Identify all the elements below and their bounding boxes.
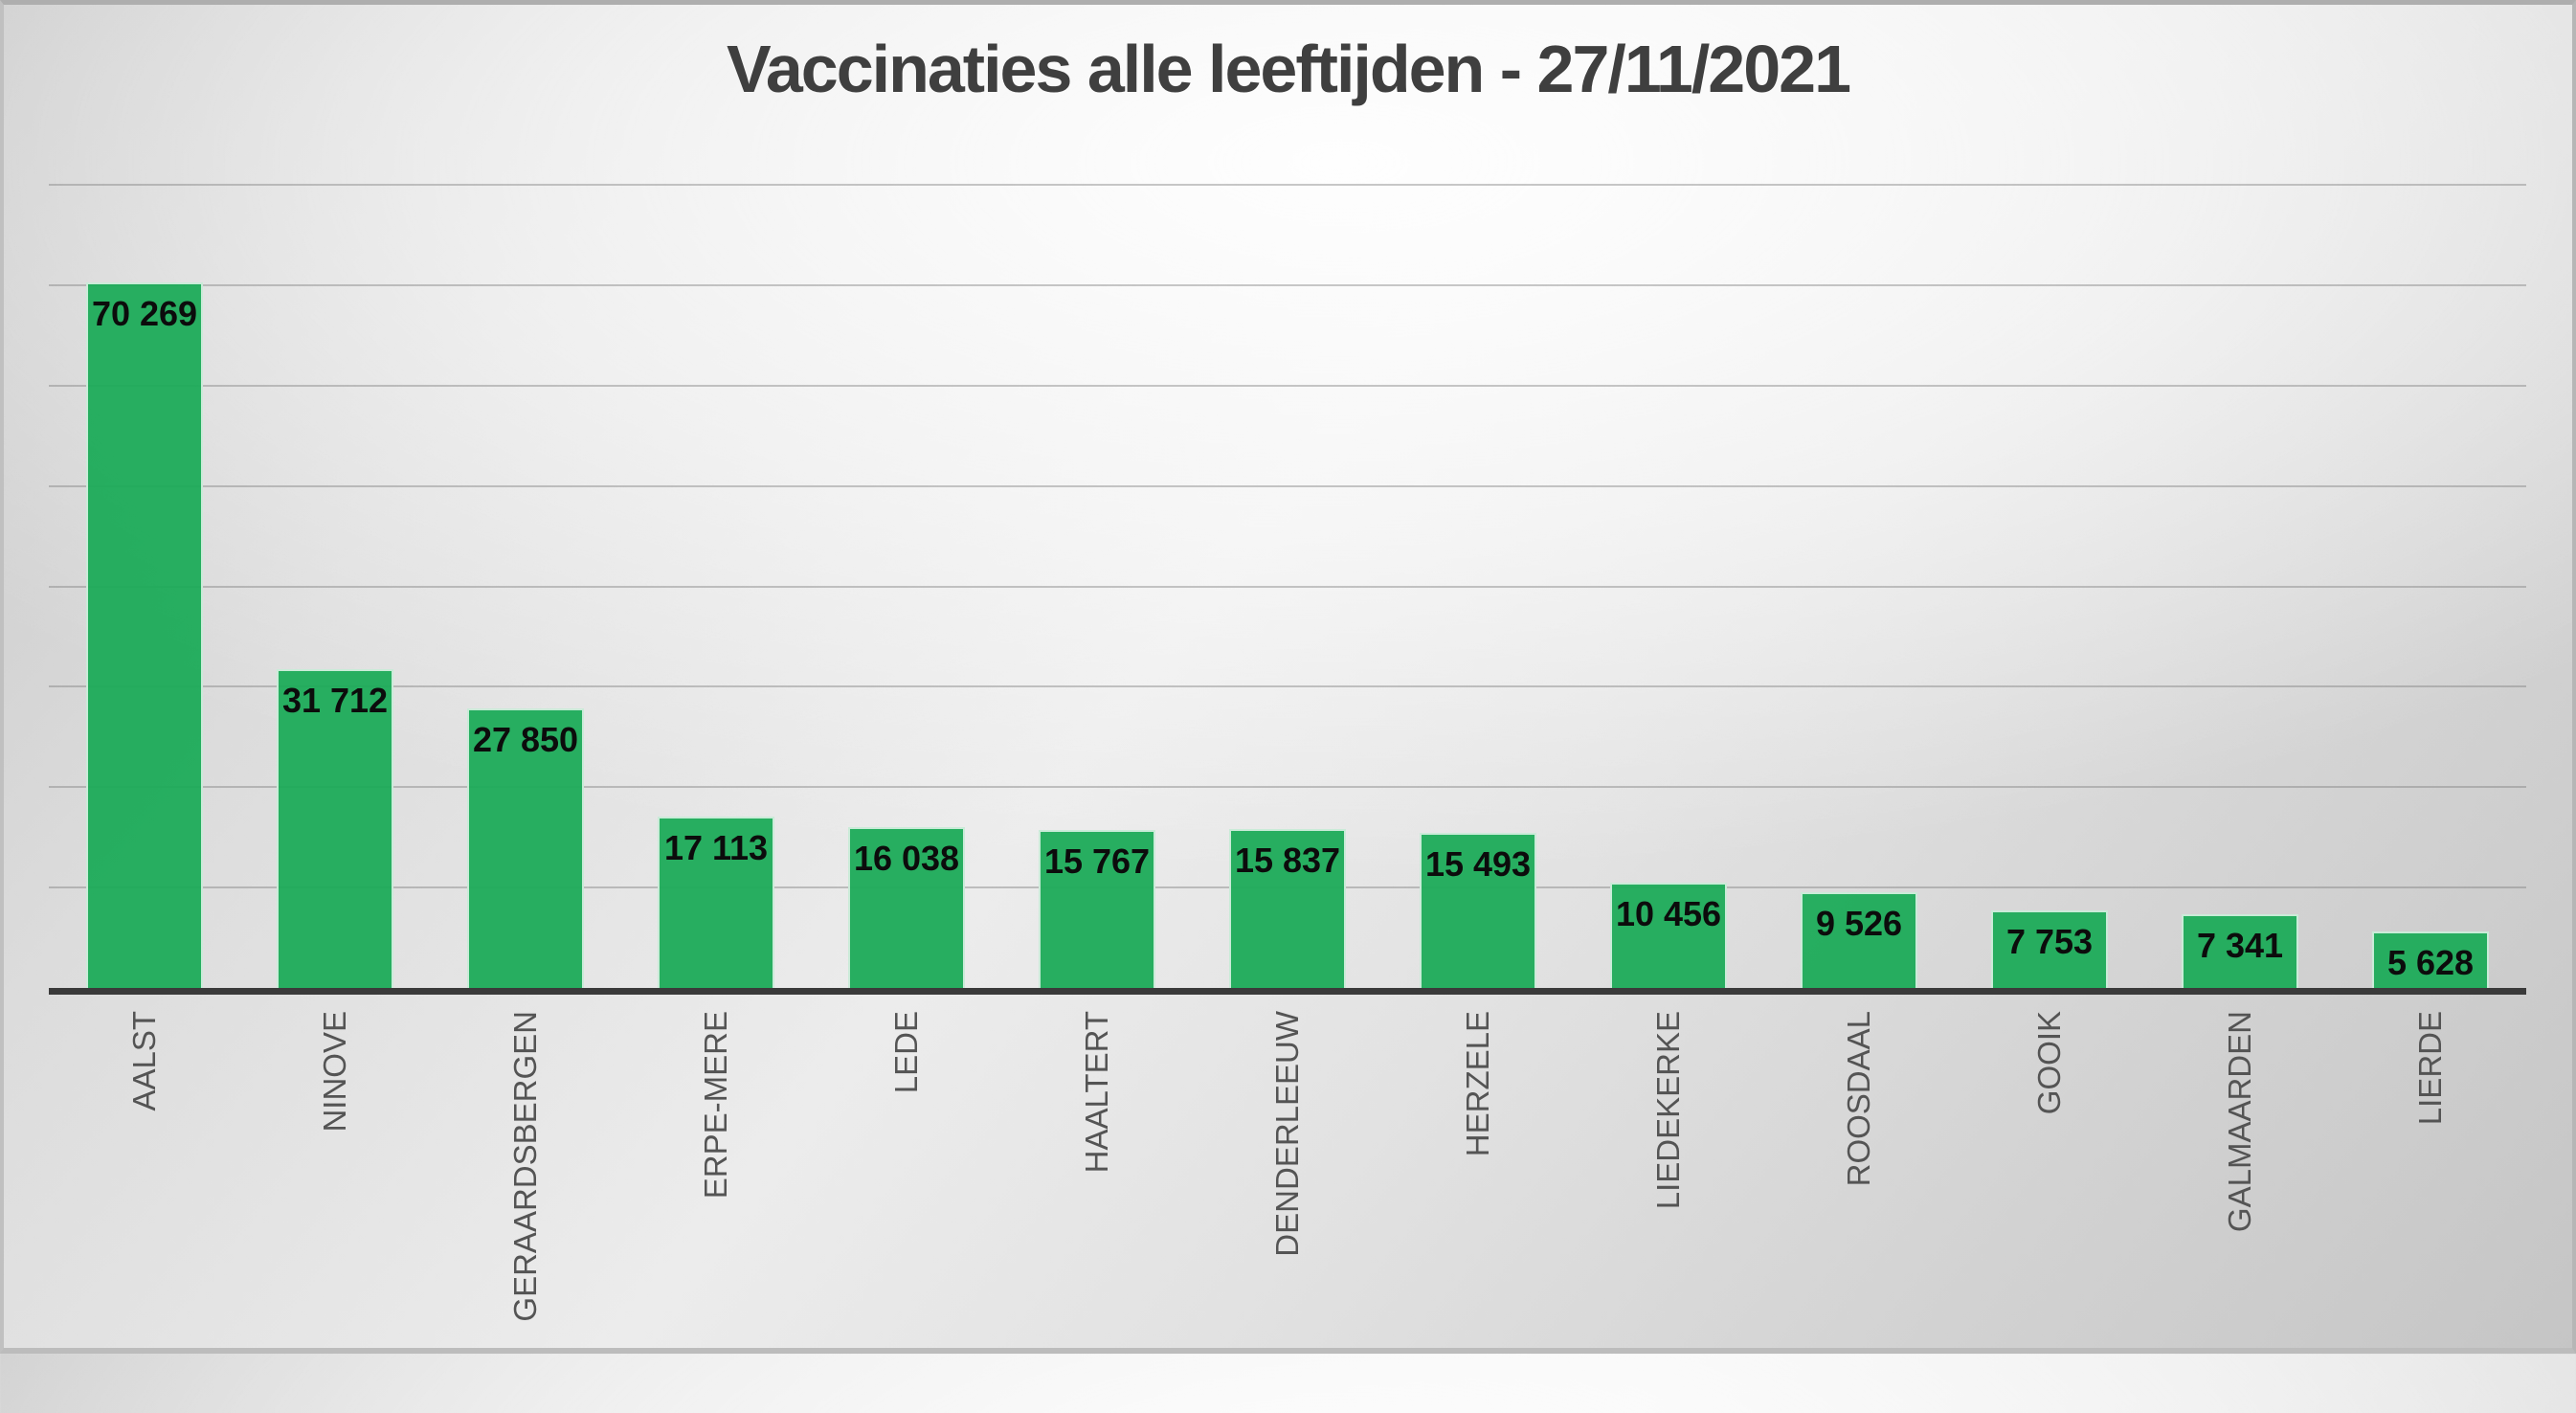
bar-denderleeuw <box>1229 829 1346 988</box>
x-axis-label: GOOIK <box>2031 1011 2067 1115</box>
bar-roosdaal <box>1801 892 1917 988</box>
bar-value-label: 16 038 <box>853 839 960 878</box>
bar-value-label: 70 269 <box>91 294 198 333</box>
x-axis-label: HAALTERT <box>1079 1011 1114 1174</box>
bar-aalst <box>86 282 203 988</box>
bar-erpe-mere <box>658 817 774 988</box>
bar-haaltert <box>1039 830 1155 988</box>
bar-geraardsbergen <box>467 708 584 988</box>
x-axis-label: ERPE-MERE <box>698 1011 733 1200</box>
bar-value-label: 7 753 <box>2005 922 2094 961</box>
bar-value-label: 9 526 <box>1815 904 1903 943</box>
gridline <box>49 685 2526 688</box>
x-axis-label: HERZELE <box>1460 1011 1495 1157</box>
bar-value-label: 15 837 <box>1234 841 1341 880</box>
bar-value-label: 7 341 <box>2196 926 2284 965</box>
bar-value-label: 15 493 <box>1424 844 1532 884</box>
bar-galmaarden <box>2182 914 2298 988</box>
x-axis-label: DENDERLEEUW <box>1269 1011 1305 1257</box>
bar-value-label: 27 850 <box>472 720 579 759</box>
x-axis-label: LIERDE <box>2412 1011 2448 1126</box>
gridline <box>49 384 2526 387</box>
bar-lierde <box>2372 931 2489 988</box>
bar-value-label: 10 456 <box>1615 894 1722 933</box>
bar-herzele <box>1420 833 1536 988</box>
x-axis-label: GALMAARDEN <box>2222 1011 2257 1233</box>
gridline <box>49 585 2526 588</box>
bar-gooik <box>1991 910 2108 988</box>
bar-liedekerke <box>1610 883 1727 988</box>
x-axis-label: AALST <box>126 1011 162 1111</box>
gridline <box>49 283 2526 286</box>
bar-lede <box>848 827 965 988</box>
x-axis-label: GERAARDSBERGEN <box>507 1011 543 1322</box>
bar-value-label: 31 712 <box>281 681 389 720</box>
bar-ninove <box>277 669 393 988</box>
x-axis-label: NINOVE <box>317 1011 352 1133</box>
gridline <box>49 484 2526 487</box>
x-axis-label: LIEDEKERKE <box>1650 1011 1686 1210</box>
x-axis-line <box>49 988 2526 995</box>
bar-value-label: 17 113 <box>663 828 769 867</box>
x-axis-label: LEDE <box>888 1011 924 1094</box>
chart-title: Vaccinaties alle leeftijden - 27/11/2021 <box>727 32 1851 106</box>
bar-value-label: 5 628 <box>2386 943 2475 982</box>
gridline <box>49 786 2526 789</box>
bar-value-label: 15 767 <box>1043 841 1151 881</box>
x-axis-label: ROOSDAAL <box>1841 1011 1876 1187</box>
gridline <box>49 184 2526 186</box>
plot-area: 70 269 31 712 27 850 17 113 16 038 15 767 15 8… <box>49 184 2526 1322</box>
